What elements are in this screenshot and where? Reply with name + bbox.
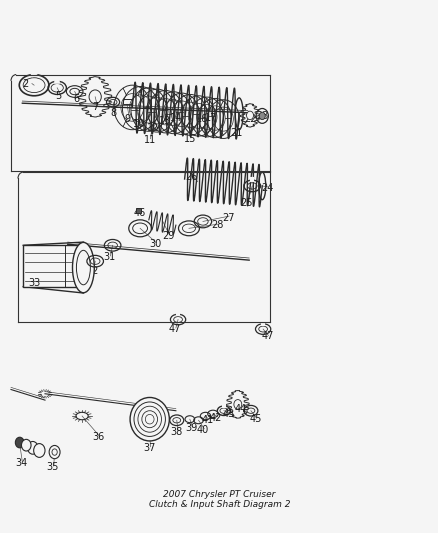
Ellipse shape	[49, 446, 60, 459]
Text: 42: 42	[209, 413, 222, 423]
Text: 39: 39	[184, 423, 197, 433]
Text: 9: 9	[124, 114, 131, 124]
Text: 15: 15	[183, 134, 196, 144]
Text: 28: 28	[211, 220, 223, 230]
Text: 38: 38	[170, 427, 183, 437]
Text: 46: 46	[134, 208, 146, 219]
Text: 24: 24	[261, 183, 273, 193]
Text: 34: 34	[15, 458, 27, 467]
Ellipse shape	[233, 400, 241, 409]
Text: 7: 7	[92, 102, 98, 112]
Bar	[122, 99, 132, 104]
Text: 14: 14	[170, 113, 182, 123]
Text: 17: 17	[204, 113, 216, 123]
Text: 32: 32	[87, 266, 99, 276]
Text: 40: 40	[196, 425, 208, 435]
Text: 30: 30	[148, 239, 161, 249]
Text: 35: 35	[46, 462, 59, 472]
Text: 23: 23	[255, 111, 268, 122]
Text: 47: 47	[169, 324, 181, 334]
Text: 12: 12	[147, 123, 159, 133]
Text: 45: 45	[248, 414, 261, 424]
Text: 36: 36	[92, 432, 104, 442]
Text: 16: 16	[195, 114, 208, 124]
Text: 13: 13	[159, 116, 171, 126]
Ellipse shape	[34, 443, 45, 457]
Bar	[23, 245, 83, 287]
Text: 5: 5	[55, 91, 61, 101]
Text: 31: 31	[103, 252, 116, 262]
Text: 22: 22	[243, 114, 256, 124]
Ellipse shape	[72, 243, 94, 293]
Text: 29: 29	[162, 231, 174, 241]
Text: 33: 33	[28, 278, 40, 288]
Text: 11: 11	[143, 135, 155, 146]
Text: 6: 6	[73, 94, 79, 104]
Text: 47: 47	[261, 332, 273, 342]
Text: 2: 2	[22, 78, 28, 88]
Circle shape	[258, 112, 265, 119]
Ellipse shape	[21, 439, 31, 451]
Text: 27: 27	[222, 213, 234, 223]
Ellipse shape	[28, 441, 38, 454]
Ellipse shape	[130, 398, 169, 441]
Text: 8: 8	[111, 108, 117, 118]
Text: 2007 Chrysler PT Cruiser
Clutch & Input Shaft Diagram 2: 2007 Chrysler PT Cruiser Clutch & Input …	[148, 490, 290, 510]
Text: 37: 37	[143, 443, 155, 453]
Text: 21: 21	[230, 128, 242, 138]
Text: 26: 26	[184, 172, 197, 182]
Text: 10: 10	[132, 119, 145, 130]
Bar	[135, 208, 141, 214]
Text: 25: 25	[240, 198, 252, 208]
Ellipse shape	[246, 111, 253, 119]
Text: 43: 43	[223, 409, 235, 419]
Text: 41: 41	[201, 415, 213, 425]
Ellipse shape	[15, 437, 24, 448]
Text: 44: 44	[234, 403, 246, 414]
